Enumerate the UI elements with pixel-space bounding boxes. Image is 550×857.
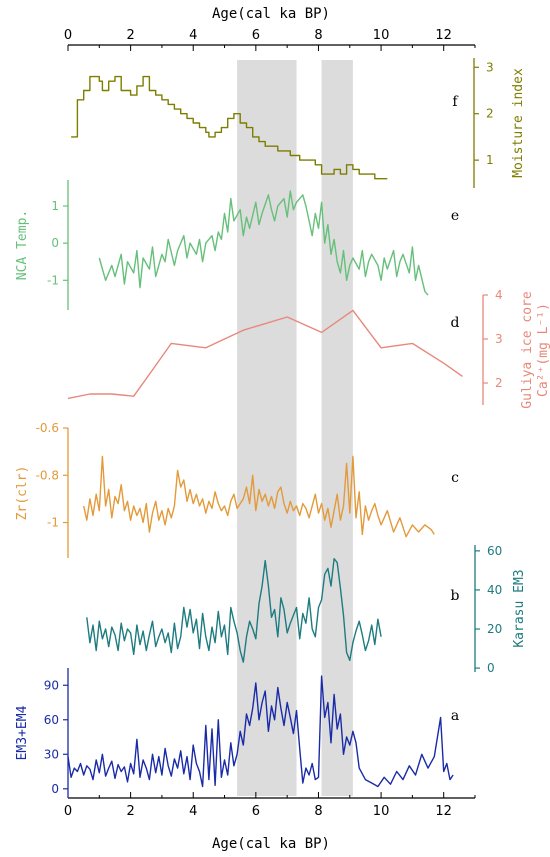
y-tick-label-d: 3	[495, 332, 503, 346]
x-tick-label-bottom: 10	[373, 804, 390, 819]
series-line-f	[71, 75, 388, 180]
x-tick-label-top: 2	[126, 28, 134, 43]
shaded-band-1	[237, 60, 297, 796]
y-tick-label-b: 60	[487, 544, 502, 558]
x-tick-label-bottom: 12	[435, 804, 452, 819]
y-axis-label-d: Ca²⁺(mg L⁻¹)	[536, 303, 550, 397]
x-tick-label-bottom: 8	[314, 804, 322, 819]
y-tick-label-a: 0	[51, 782, 59, 796]
y-tick-label-f: 2	[486, 107, 494, 121]
panel-letter-b: b	[451, 588, 460, 604]
y-tick-label-b: 40	[487, 583, 502, 597]
panel-a: 0 30 60 90 EM3+EM4 a	[15, 668, 459, 798]
y-tick-label-a: 90	[44, 678, 59, 692]
panel-f: 1 2 3 Moisture index f	[71, 58, 526, 188]
x-tick-label-bottom: 4	[189, 804, 197, 819]
series-line-c	[83, 455, 435, 538]
panel-e: -1 0 1 NCA Temp. e	[15, 180, 459, 310]
y-axis-label-f: Moisture index	[511, 68, 526, 178]
y-axis-label-b: Karasu EM3	[512, 569, 527, 647]
panel-letter-e: e	[451, 208, 459, 224]
x-axis-title-bottom: Age(cal ka BP)	[212, 836, 330, 852]
series-line-d	[67, 309, 463, 400]
x-tick-label-bottom: 0	[64, 804, 72, 819]
y-axis-label-e: NCA Temp.	[15, 210, 30, 280]
x-tick-label-top: 0	[64, 28, 72, 43]
y-tick-label-a: 60	[44, 713, 59, 727]
x-tick-label-bottom: 2	[126, 804, 134, 819]
panel-d: 2 3 4 Guliya ice core Ca²⁺(mg L⁻¹) d	[67, 288, 550, 409]
y-tick-label-e: 0	[51, 236, 59, 250]
panel-b: 0 20 40 60 Karasu EM3 b	[86, 544, 527, 675]
panel-letter-f: f	[452, 94, 459, 110]
series-line-e	[98, 190, 429, 296]
x-tick-label-top: 4	[189, 28, 197, 43]
series-line-a	[67, 675, 454, 788]
x-tick-label-top: 10	[373, 28, 390, 43]
panel-c: -0.6 -0.8 -1 Zr(clr) c	[15, 421, 459, 558]
x-tick-label-bottom: 6	[252, 804, 260, 819]
y-axis-label-d: Guliya ice core	[520, 291, 535, 409]
y-tick-label-d: 2	[495, 376, 503, 390]
y-axis-label-a: EM3+EM4	[15, 705, 30, 760]
y-axis-label-c: Zr(clr)	[15, 466, 30, 521]
x-tick-label-top: 6	[252, 28, 260, 43]
y-tick-label-a: 30	[44, 747, 59, 761]
y-tick-label-c: -0.6	[36, 421, 59, 435]
y-tick-label-b: 20	[487, 622, 502, 636]
y-tick-label-e: -1	[47, 273, 59, 287]
x-tick-label-top: 8	[314, 28, 322, 43]
y-tick-label-b: 0	[487, 661, 495, 675]
y-tick-label-d: 4	[495, 288, 503, 302]
y-tick-label-c: -1	[47, 516, 59, 530]
panel-letter-d: d	[451, 315, 460, 331]
y-tick-label-e: 1	[51, 199, 59, 213]
x-axis-title-top: Age(cal ka BP)	[212, 6, 330, 22]
panel-letter-c: c	[451, 470, 459, 486]
panel-letter-a: a	[451, 708, 459, 724]
y-tick-label-c: -0.8	[36, 468, 59, 482]
shaded-band-2	[321, 60, 353, 796]
series-line-b	[86, 558, 382, 663]
x-tick-label-top: 12	[435, 28, 452, 43]
y-tick-label-f: 3	[486, 60, 494, 74]
y-tick-label-f: 1	[486, 153, 494, 167]
